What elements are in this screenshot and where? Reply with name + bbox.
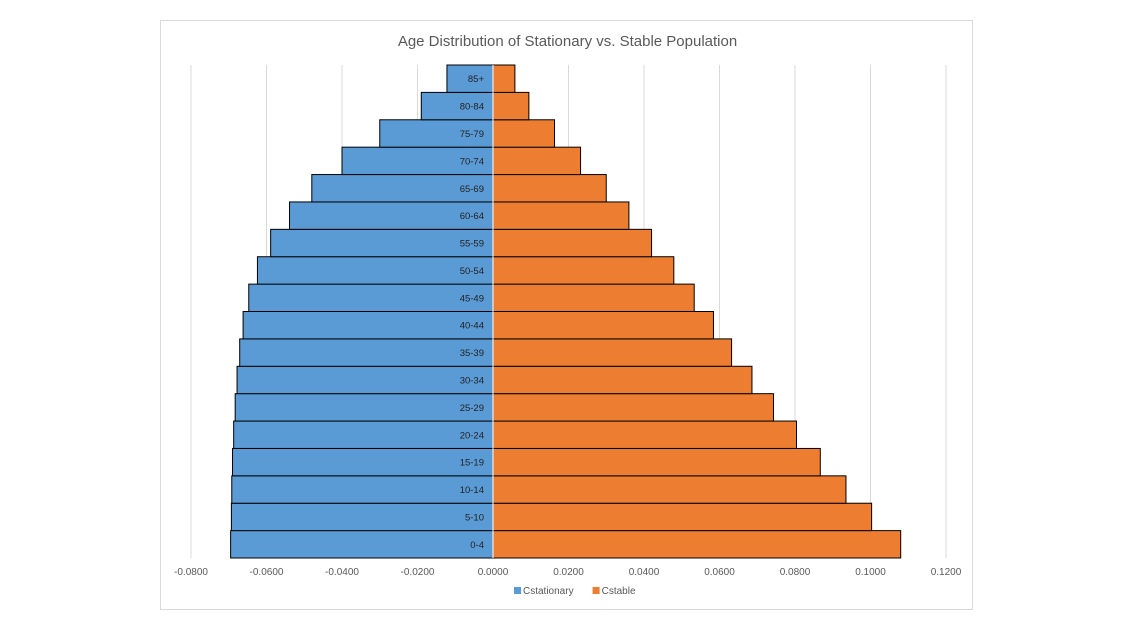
category-label: 45-49 [460, 293, 484, 304]
x-tick-label: -0.0400 [325, 567, 359, 578]
legend-swatch [514, 587, 521, 594]
bar-cstable [492, 502, 873, 532]
category-label: 35-39 [460, 348, 484, 359]
bar-cstable [492, 256, 675, 285]
category-label: 20-24 [460, 430, 484, 441]
x-tick-label: 0.0600 [704, 567, 735, 578]
chart-title: Age Distribution of Stationary vs. Stabl… [397, 33, 738, 50]
category-label: 25-29 [460, 403, 484, 414]
legend-label: Cstationary [523, 586, 574, 597]
category-label: 60-64 [460, 211, 484, 222]
legend-label: Cstable [602, 586, 636, 597]
bar-cstationary [233, 420, 494, 449]
category-label: 75-79 [460, 129, 484, 140]
bar-cstable [492, 393, 774, 422]
bar-cstable [492, 530, 902, 559]
bar-cstationary [230, 530, 494, 559]
bar-cstationary [234, 393, 494, 422]
x-tick-label: -0.0600 [250, 567, 284, 578]
x-tick-label: -0.0200 [401, 567, 435, 578]
category-label: 80-84 [460, 102, 484, 113]
category-label: 65-69 [460, 184, 484, 195]
bar-cstable [492, 201, 630, 230]
bar-cstable [492, 447, 821, 477]
bar-cstationary [248, 283, 494, 313]
chart-plot: -0.0800 -0.0600 -0.0400 -0.0200 0.0000 0.0200… [174, 64, 962, 597]
category-label: 50-54 [460, 266, 484, 277]
bar-cstationary [242, 311, 494, 340]
bar-cstationary [256, 256, 494, 285]
category-label: 70-74 [460, 156, 484, 167]
category-label: 55-59 [460, 239, 484, 250]
bar-cstable [492, 174, 607, 203]
category-label: 0-4 [470, 540, 484, 551]
chart-area: Age Distribution of Stationary vs. Stabl… [160, 20, 973, 610]
x-tick-label: -0.0800 [174, 567, 208, 578]
bar-cstable [492, 283, 695, 313]
x-tick-label: 0.1000 [855, 567, 886, 578]
bar-cstable [492, 64, 516, 93]
bar-cstationary [231, 475, 494, 504]
x-tick-label: 0.0200 [553, 567, 584, 578]
category-label: 5-10 [465, 512, 484, 523]
category-label: 85+ [468, 74, 485, 85]
bar-cstationary [236, 365, 494, 395]
x-tick-label: 0.0400 [629, 567, 660, 578]
category-label: 15-19 [460, 458, 484, 469]
x-tick-label: 0.1200 [931, 567, 962, 578]
bar-cstationary [230, 502, 494, 532]
bar-cstable [492, 228, 653, 258]
bar-cstable [492, 119, 556, 148]
bar-cstable [492, 365, 753, 395]
bar-cstationary [341, 146, 494, 176]
category-label: 30-34 [460, 375, 484, 386]
bar-cstable [492, 338, 733, 367]
bar-cstationary [232, 447, 494, 477]
x-tick-label: 0.0000 [478, 567, 509, 578]
bar-cstationary [239, 338, 494, 367]
category-label: 10-14 [460, 485, 484, 496]
bar-cstable [492, 311, 714, 340]
bar-cstable [492, 146, 582, 176]
bar-cstable [492, 475, 847, 504]
x-tick-label: 0.0800 [780, 567, 811, 578]
bar-cstationary [289, 201, 494, 230]
bar-cstable [492, 420, 798, 449]
bar-cstable [492, 91, 530, 121]
category-label: 40-44 [460, 321, 484, 332]
legend-swatch [592, 587, 600, 594]
